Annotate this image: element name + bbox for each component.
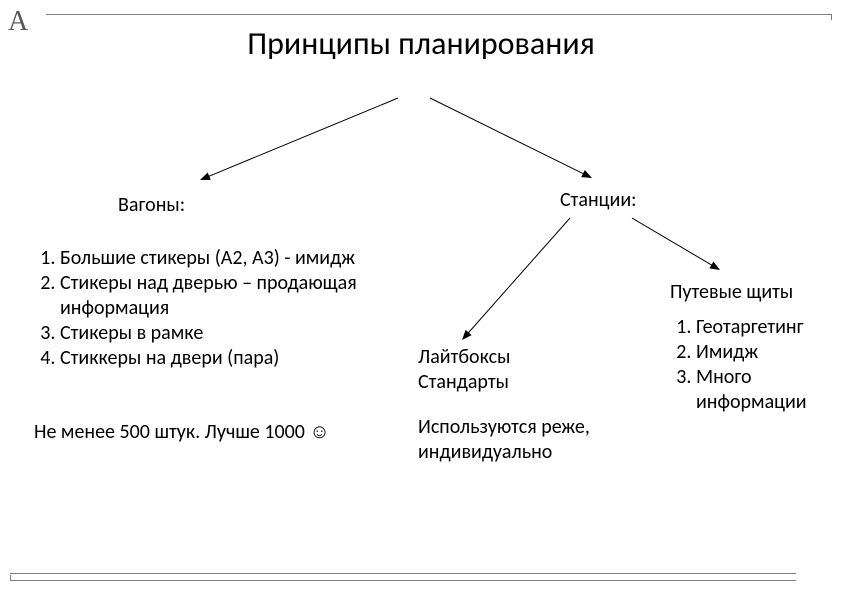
arrows-layer <box>0 0 842 595</box>
